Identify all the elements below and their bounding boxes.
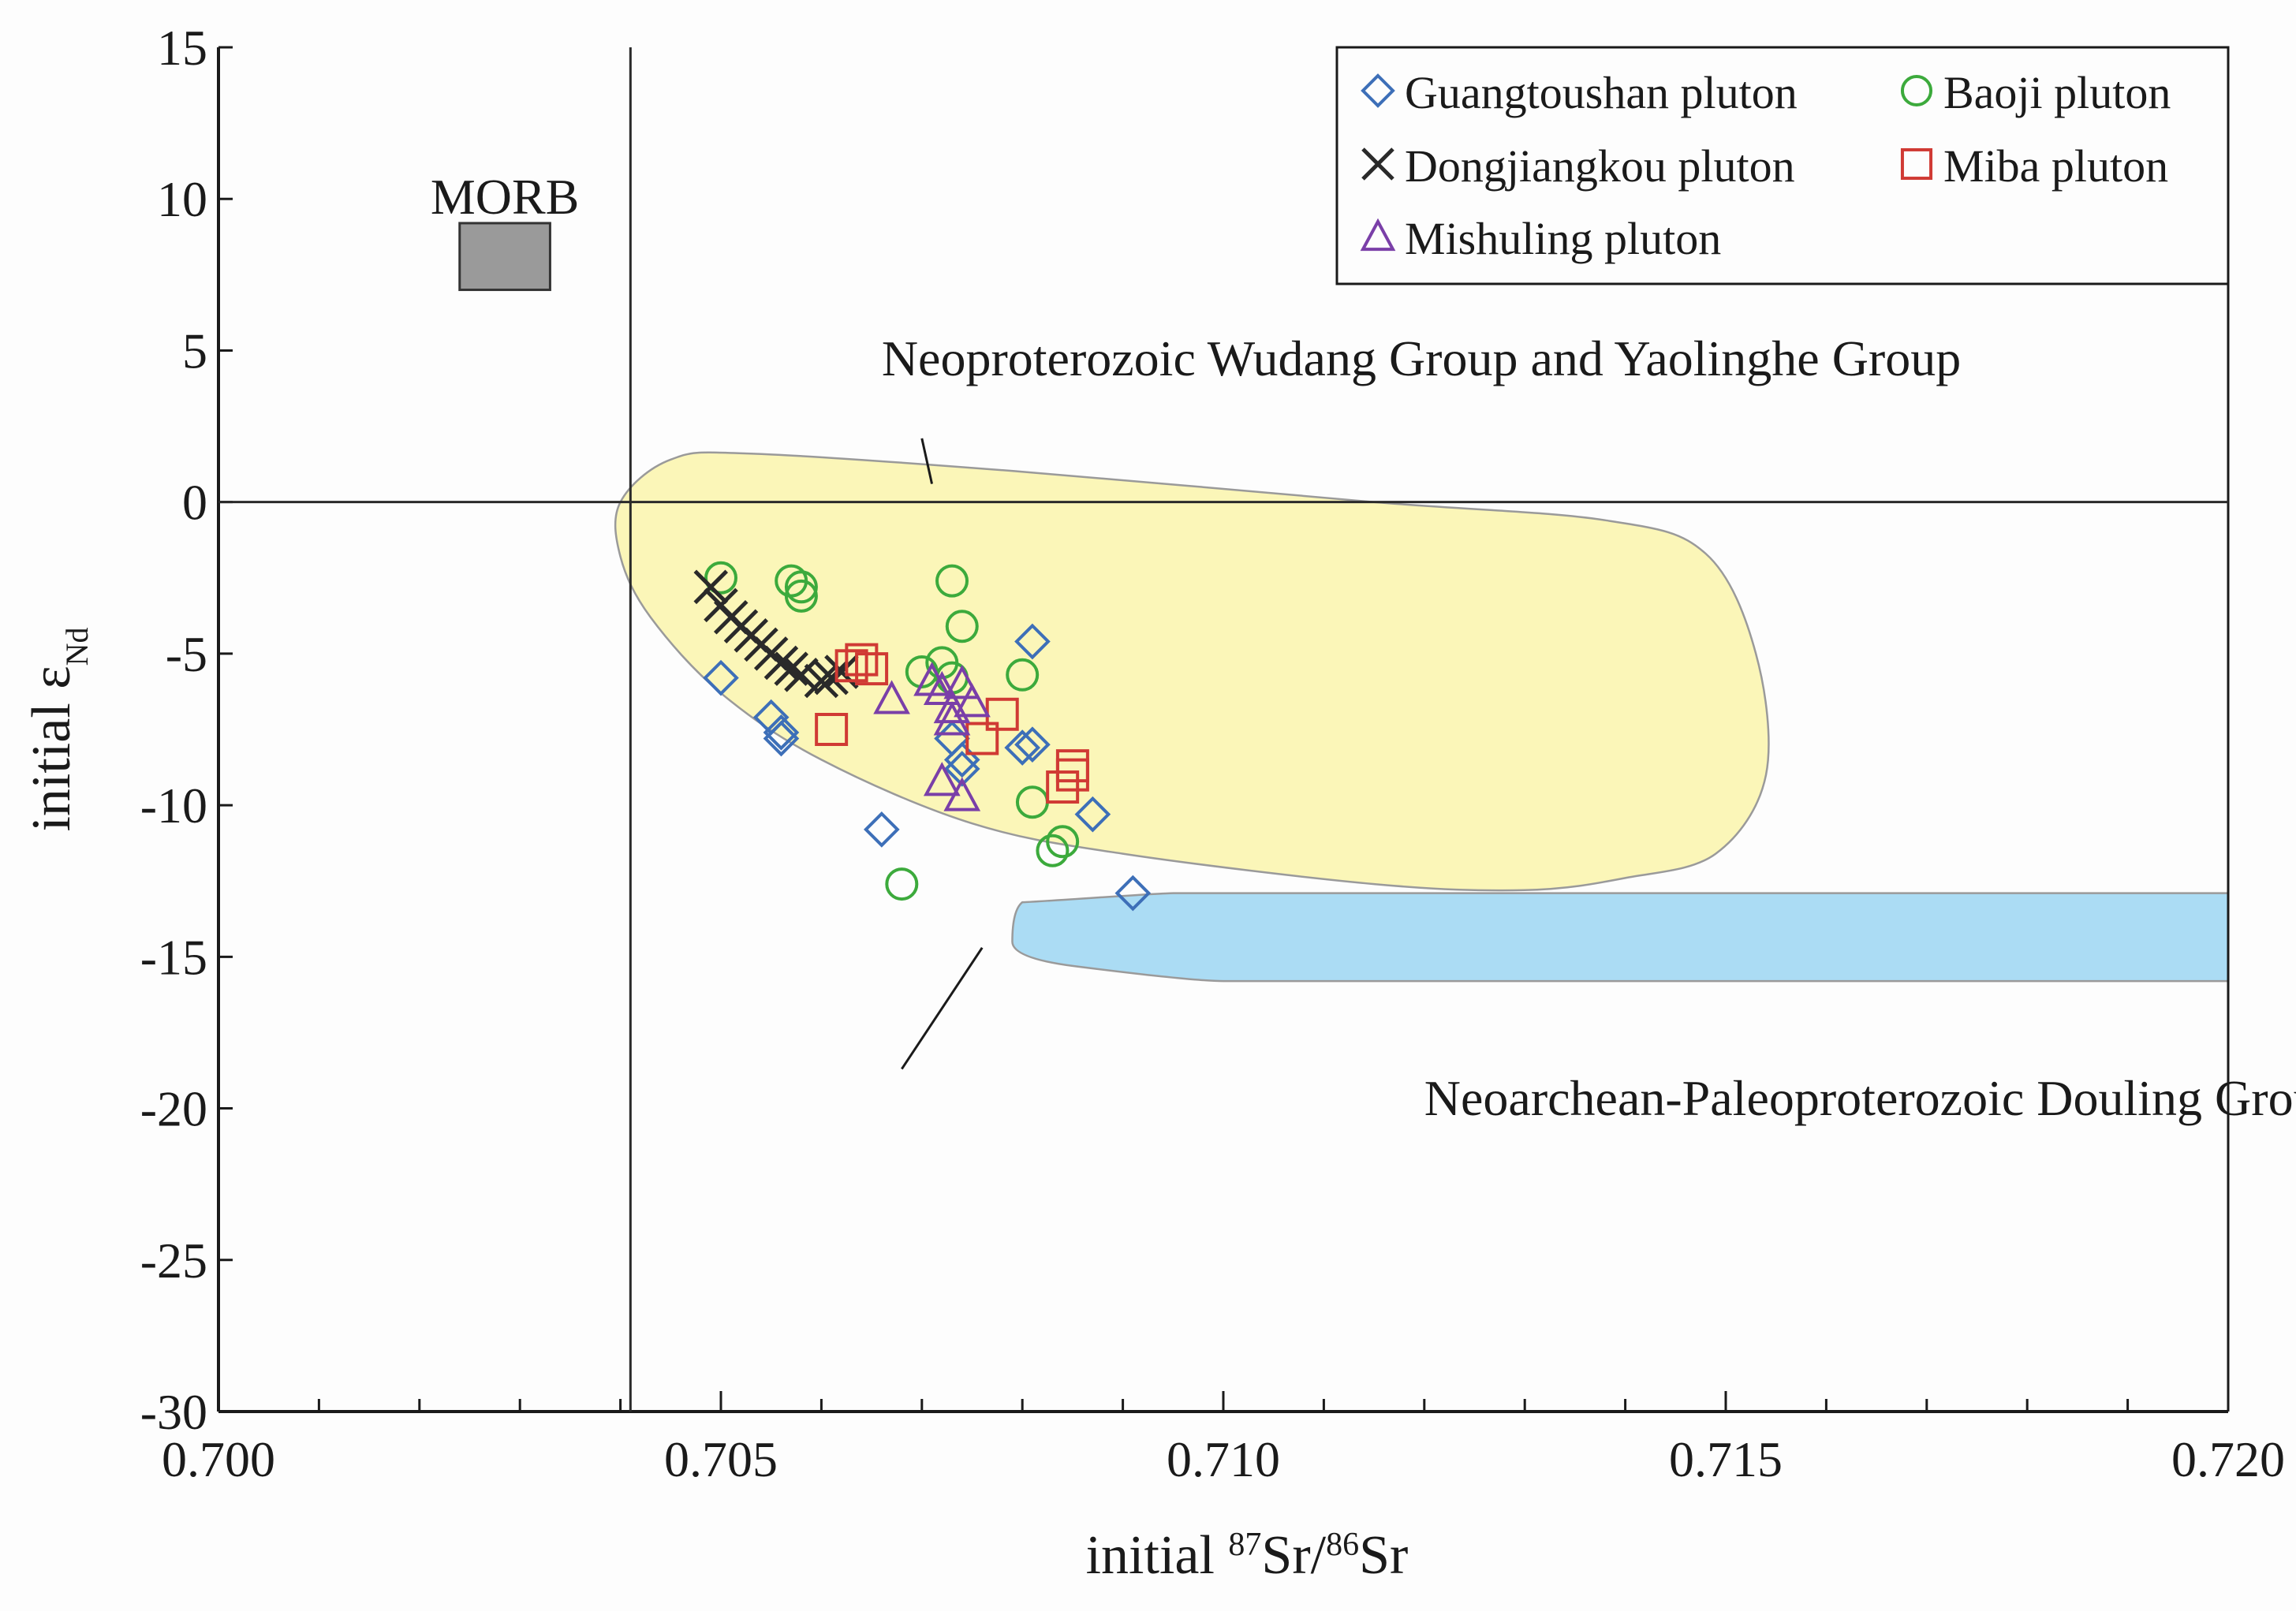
y-tick-label: 10 [157,171,207,227]
leader-neoarchean-paleoproterozoic-douling-group [901,946,984,1070]
y-tick-label: 0 [182,475,207,531]
legend-label: Miba pluton [1943,140,2168,192]
field-label-neoproterozoic-wudang-group-and-yaolinghe-group: Neoproterozoic Wudang Group and Yaolingh… [882,330,1961,386]
data-point [784,579,818,613]
data-point [784,658,819,692]
series-dongjiangkou-pluton [693,569,859,699]
morb-label: MORB [431,169,580,225]
data-point [1014,623,1051,660]
data-point [1046,825,1080,859]
data-point [1014,726,1051,763]
data-point [703,659,739,696]
legend-label: Guangtoushan pluton [1405,67,1798,118]
legend-item-dongjiangkou-pluton: Dongjiangkou pluton [1361,140,1795,192]
series-guangtoushan-pluton [703,623,1152,912]
data-point [774,651,808,686]
data-point [855,652,889,686]
points-layer [693,561,1152,912]
series-miba-pluton [815,643,1089,804]
legend-marker [1360,218,1396,252]
axes-layer: 15 10 5 0 -5 -10 -15 -20 -25 -300.700 0.705 0.710 0.… [21,20,2285,1586]
data-point [1055,749,1089,783]
data-point [1074,796,1111,833]
field-label-neoarchean-paleoproterozoic-douling-group: Neoarchean-Paleoproterozoic Douling Grou… [1424,1070,2296,1126]
x-tick-label: 0.715 [1669,1431,1783,1487]
data-point [845,643,879,677]
data-point [923,762,961,796]
data-point [873,680,910,714]
data-point [693,569,729,605]
legend-marker [1900,147,1933,181]
legend-item-mishuling-pluton: Mishuling pluton [1360,213,1721,264]
y-tick-label: -20 [140,1081,207,1137]
field-neoarchean-paleoproterozoic-douling-group [1011,892,2230,983]
data-point [1046,770,1080,804]
data-point [885,867,919,901]
data-point [1036,834,1070,867]
legend-label: Dongjiangkou pluton [1405,140,1795,192]
y-tick-label: 5 [182,323,207,379]
data-point [763,714,800,751]
data-point [943,777,981,811]
data-point [1006,658,1040,692]
x-tick-label: 0.705 [664,1431,778,1487]
series-mishuling-pluton [873,662,991,811]
legend-label: Mishuling pluton [1405,213,1721,264]
y-tick-label: -30 [140,1384,207,1440]
data-point [1114,875,1152,912]
x-axis-title: initial 87Sr/86Sr [1086,1525,1409,1586]
x-tick-label: 0.710 [1167,1431,1280,1487]
data-point [784,570,818,604]
legend-label: Baoji pluton [1943,67,2171,118]
field-neoproterozoic-wudang-group-and-yaolinghe-group [614,451,1770,892]
data-point [945,610,979,643]
data-point [933,701,971,736]
y-tick-label: -25 [140,1233,207,1289]
y-axis-title: initial εNd [21,627,95,831]
data-point [864,811,900,848]
data-point [935,564,969,598]
legend: Guangtoushan pluton Baoji pluton Dongjiang… [1335,46,2230,285]
x-tick-label: 0.700 [162,1431,275,1487]
y-tick-label: -10 [140,778,207,834]
legend-box [1335,46,2230,285]
data-point [763,645,799,681]
data-point [943,665,981,699]
data-point [763,720,800,757]
y-tick-label: 15 [157,20,207,76]
data-point [943,751,980,787]
labels-layer: Neoproterozoic Wudang Group and Yaolingh… [431,169,2296,1126]
data-point [954,683,991,718]
y-tick-label: -15 [140,929,207,985]
leader-neoproterozoic-wudang-group-and-yaolinghe-group [920,438,934,484]
data-point [834,649,868,683]
data-point [804,663,839,699]
data-point [824,655,859,689]
data-point [965,722,999,755]
legend-item-guangtoushan-pluton: Guangtoushan pluton [1361,67,1798,118]
data-point [1004,729,1041,766]
data-point [704,561,737,595]
legend-item-miba-pluton: Miba pluton [1900,140,2168,192]
morb-box [458,222,551,292]
field-layer [458,222,2230,983]
legend-marker [1361,147,1394,181]
data-point [814,660,849,696]
y-tick-label: -5 [166,626,207,682]
data-point [815,713,849,746]
legend-marker [1900,74,1933,107]
legend-marker [1361,73,1395,108]
legend-item-baoji-pluton: Baoji pluton [1900,67,2171,118]
x-tick-label: 0.720 [2171,1431,2285,1487]
reference-lines-layer [218,47,2228,1412]
